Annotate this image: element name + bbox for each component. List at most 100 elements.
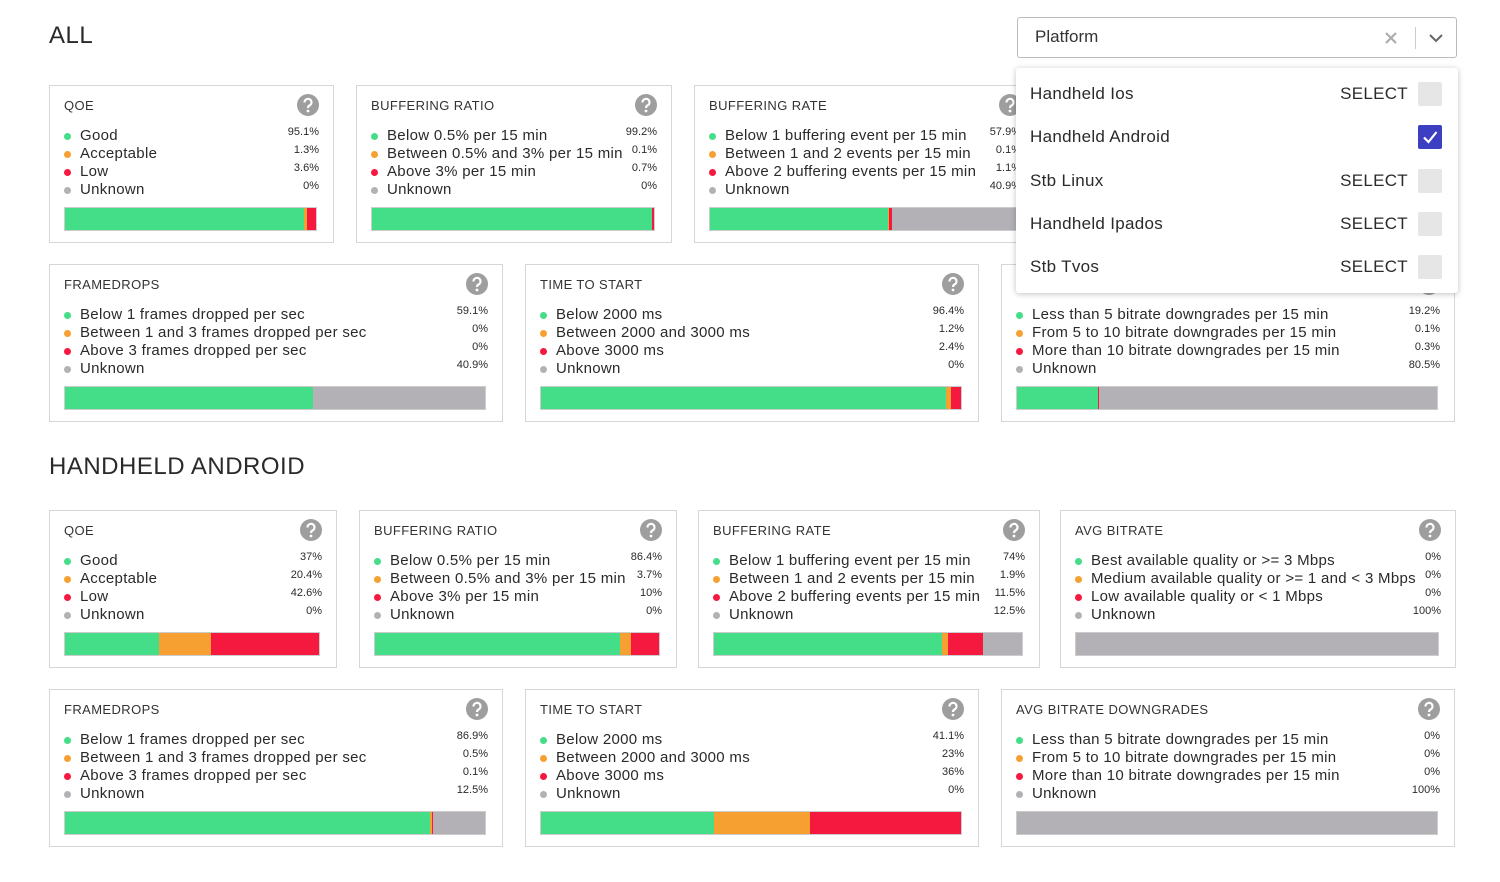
bar-segment — [947, 633, 984, 655]
row-label: Unknown — [725, 181, 790, 198]
row-label: Below 0.5% per 15 min — [387, 127, 548, 144]
menu-option[interactable]: Handheld Android — [1016, 125, 1458, 151]
card-title: QOE — [64, 98, 95, 113]
row-label: Above 3% per 15 min — [390, 588, 540, 605]
row-value: 0% — [948, 784, 964, 796]
card-title: TIME TO START — [540, 277, 643, 292]
row-value: 0% — [1425, 551, 1441, 563]
row-label: Above 3% per 15 min — [387, 163, 537, 180]
row-label: Low available quality or < 1 Mbps — [1091, 588, 1324, 605]
legend-dot — [64, 366, 71, 373]
help-icon[interactable] — [942, 698, 964, 720]
row-label: From 5 to 10 bitrate downgrades per 15 m… — [1032, 749, 1337, 766]
row-label: Below 0.5% per 15 min — [390, 552, 551, 569]
option-action: SELECT — [1340, 84, 1408, 103]
card-title: BUFFERING RATIO — [374, 523, 498, 538]
help-icon[interactable] — [942, 273, 964, 295]
row-label: Above 3000 ms — [556, 767, 665, 784]
row-label: Above 3000 ms — [556, 342, 665, 359]
help-icon[interactable] — [300, 519, 322, 541]
bar-segment — [375, 633, 621, 655]
bar-segment — [210, 633, 319, 655]
row-label: Less than 5 bitrate downgrades per 15 mi… — [1032, 731, 1329, 748]
card-title: FRAMEDROPS — [64, 702, 160, 717]
stacked-bar — [374, 632, 660, 656]
row-label: More than 10 bitrate downgrades per 15 m… — [1032, 342, 1340, 359]
row-value: 0% — [306, 605, 322, 617]
bar-segment — [945, 387, 951, 409]
help-icon[interactable] — [466, 698, 488, 720]
row-label: Unknown — [80, 181, 145, 198]
row-value: 1.9% — [999, 569, 1025, 581]
menu-option[interactable]: Handheld Ipados SELECT — [1016, 211, 1458, 238]
checkbox[interactable] — [1418, 82, 1442, 106]
clear-icon[interactable] — [1384, 31, 1398, 45]
legend-dot — [709, 151, 716, 158]
metric-card: BUFFERING RATE Below 1 buffering event pe… — [698, 510, 1040, 668]
row-label: Between 1 and 3 frames dropped per sec — [80, 324, 367, 341]
bar-segment — [620, 633, 631, 655]
checkbox[interactable] — [1418, 255, 1442, 280]
chevron-icon[interactable] — [1428, 32, 1444, 44]
help-icon[interactable] — [297, 94, 319, 116]
row-value: 42.6% — [290, 587, 322, 599]
checkbox[interactable] — [1418, 168, 1442, 193]
legend-dot — [64, 169, 71, 176]
metric-card: BUFFERING RATE Below 1 buffering event pe… — [694, 85, 1036, 243]
row-value: 0% — [1424, 766, 1440, 778]
card-title: QOE — [64, 523, 95, 538]
legend-dot — [1016, 773, 1023, 780]
legend-dot — [64, 330, 71, 337]
row-value: 0.3% — [1414, 341, 1440, 353]
row-value: 12.5% — [456, 784, 488, 796]
legend-dot — [64, 576, 71, 583]
row-value: 0% — [646, 605, 662, 617]
row-value: 0% — [1425, 569, 1441, 581]
menu-option[interactable]: Stb Tvos SELECT — [1016, 255, 1458, 281]
bar-segment — [65, 812, 430, 834]
legend-dot — [64, 312, 71, 319]
row-value: 19.2% — [1408, 305, 1440, 317]
menu-option[interactable]: Stb Linux SELECT — [1016, 168, 1458, 195]
menu-option[interactable]: Handheld Ios SELECT — [1016, 82, 1458, 108]
bar-segment — [541, 812, 714, 834]
help-icon[interactable] — [1003, 519, 1025, 541]
row-value: 3.6% — [293, 162, 319, 174]
help-icon[interactable] — [1419, 519, 1441, 541]
legend-dot — [540, 773, 547, 780]
help-icon[interactable] — [999, 94, 1021, 116]
platform-select[interactable]: Platform — [1017, 17, 1457, 58]
checkbox[interactable] — [1418, 211, 1442, 236]
help-icon[interactable] — [466, 273, 488, 295]
legend-dot — [374, 576, 381, 583]
legend-dot — [64, 737, 71, 744]
bar-segment — [888, 208, 892, 230]
legend-dot — [371, 169, 378, 176]
legend-dot — [1016, 791, 1023, 798]
help-icon[interactable] — [635, 94, 657, 116]
row-label: Acceptable — [80, 145, 158, 162]
legend-dot — [1075, 576, 1082, 583]
legend-dot — [540, 348, 547, 355]
help-icon[interactable] — [1418, 698, 1440, 720]
legend-dot — [1016, 755, 1023, 762]
legend-dot — [371, 187, 378, 194]
row-value: 0% — [303, 180, 319, 192]
row-value: 0.1% — [995, 144, 1021, 156]
row-value: 100% — [1412, 605, 1441, 617]
bar-segment — [541, 387, 946, 409]
option-action: SELECT — [1340, 170, 1408, 190]
legend-dot — [64, 187, 71, 194]
legend-dot — [64, 151, 71, 158]
row-label: Unknown — [1032, 360, 1097, 377]
metric-card: AVG BITRATE Best available quality or >= … — [1060, 510, 1456, 668]
metric-card: QOE Good 95.1% Acceptable 1.3% Low 3.6% Unknown… — [49, 85, 334, 243]
legend-dot — [709, 133, 716, 140]
stacked-bar — [64, 207, 317, 231]
row-value: 36% — [941, 766, 964, 778]
help-icon[interactable] — [640, 519, 662, 541]
row-label: Medium available quality or >= 1 and < 3… — [1091, 570, 1416, 587]
checkbox[interactable] — [1418, 125, 1442, 150]
legend-dot — [1016, 737, 1023, 744]
legend-dot — [713, 612, 720, 619]
